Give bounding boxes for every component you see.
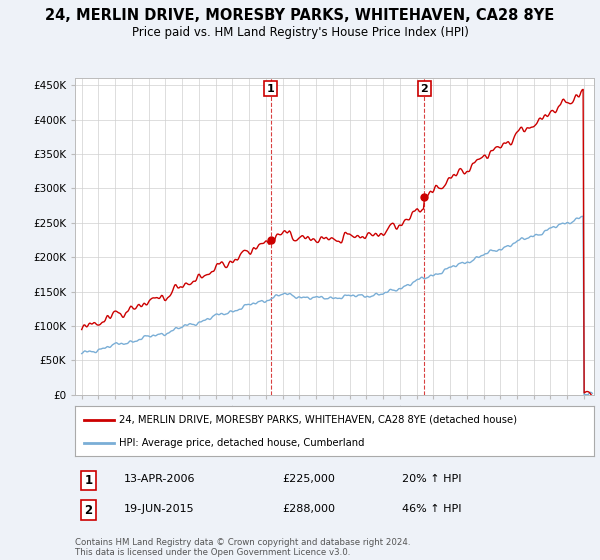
Text: HPI: Average price, detached house, Cumberland: HPI: Average price, detached house, Cumb… <box>119 438 365 448</box>
Text: £225,000: £225,000 <box>283 474 335 484</box>
Text: 20% ↑ HPI: 20% ↑ HPI <box>402 474 461 484</box>
Text: Price paid vs. HM Land Registry's House Price Index (HPI): Price paid vs. HM Land Registry's House … <box>131 26 469 39</box>
Text: 19-JUN-2015: 19-JUN-2015 <box>124 503 195 514</box>
Text: 46% ↑ HPI: 46% ↑ HPI <box>402 503 461 514</box>
Text: 1: 1 <box>266 83 274 94</box>
Text: £288,000: £288,000 <box>283 503 335 514</box>
Text: Contains HM Land Registry data © Crown copyright and database right 2024.
This d: Contains HM Land Registry data © Crown c… <box>75 538 410 557</box>
Text: 2: 2 <box>421 83 428 94</box>
Text: 24, MERLIN DRIVE, MORESBY PARKS, WHITEHAVEN, CA28 8YE: 24, MERLIN DRIVE, MORESBY PARKS, WHITEHA… <box>46 8 554 24</box>
Text: 13-APR-2006: 13-APR-2006 <box>124 474 196 484</box>
Text: 1: 1 <box>85 474 92 487</box>
Text: 2: 2 <box>85 503 92 517</box>
Text: 24, MERLIN DRIVE, MORESBY PARKS, WHITEHAVEN, CA28 8YE (detached house): 24, MERLIN DRIVE, MORESBY PARKS, WHITEHA… <box>119 414 517 424</box>
